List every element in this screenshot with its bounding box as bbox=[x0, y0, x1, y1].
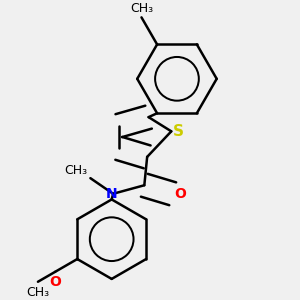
Text: N: N bbox=[106, 187, 118, 201]
Text: O: O bbox=[49, 275, 61, 289]
Text: CH₃: CH₃ bbox=[26, 286, 50, 299]
Text: CH₃: CH₃ bbox=[64, 164, 88, 177]
Text: S: S bbox=[173, 124, 184, 139]
Text: CH₃: CH₃ bbox=[130, 2, 153, 14]
Text: O: O bbox=[174, 187, 186, 201]
